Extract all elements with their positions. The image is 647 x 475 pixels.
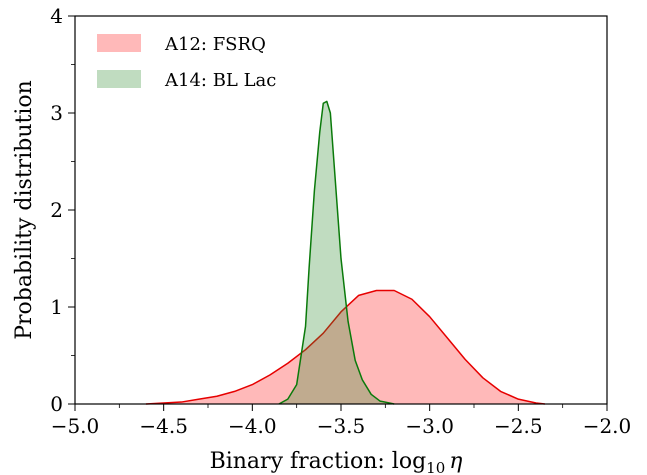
legend-swatch — [97, 34, 141, 52]
series-area-1 — [278, 101, 395, 405]
series-line-0 — [145, 289, 546, 405]
y-tick-label: 0 — [50, 392, 63, 416]
x-axis-ticks: −5.0 −4.5 −4.0 −3.5 −3.0 −2.5 −2.0 — [51, 404, 632, 438]
y-tick-label: 1 — [50, 295, 63, 319]
y-axis-label: Probability distribution — [12, 80, 37, 340]
legend-label: A12: FSRQ — [164, 34, 266, 55]
legend-swatch — [97, 70, 141, 88]
x-tick-label: −5.0 — [51, 414, 100, 438]
x-tick-label: −3.5 — [317, 414, 366, 438]
x-tick-label: −3.0 — [405, 414, 454, 438]
legend: A12: FSRQ A14: BL Lac — [97, 34, 276, 91]
x-tick-label: −4.5 — [139, 414, 188, 438]
x-tick-label: −4.0 — [228, 414, 277, 438]
series-line-1 — [278, 100, 395, 405]
x-axis-label-subscript: 10 — [426, 459, 445, 475]
x-axis-label-symbol: η — [449, 449, 462, 474]
x-axis-label: Binary fraction: log10 η — [210, 449, 463, 475]
x-tick-label: −2.0 — [583, 414, 632, 438]
y-tick-label: 4 — [50, 4, 63, 28]
x-tick-label: −2.5 — [494, 414, 543, 438]
plot-series — [145, 100, 546, 405]
series-area-0 — [145, 290, 545, 404]
y-tick-label: 3 — [50, 101, 63, 125]
x-axis-label-text: Binary fraction: log — [210, 449, 427, 474]
y-tick-label: 2 — [50, 198, 63, 222]
legend-label: A14: BL Lac — [164, 70, 276, 91]
y-axis-ticks: 0 1 2 3 4 — [50, 4, 75, 416]
